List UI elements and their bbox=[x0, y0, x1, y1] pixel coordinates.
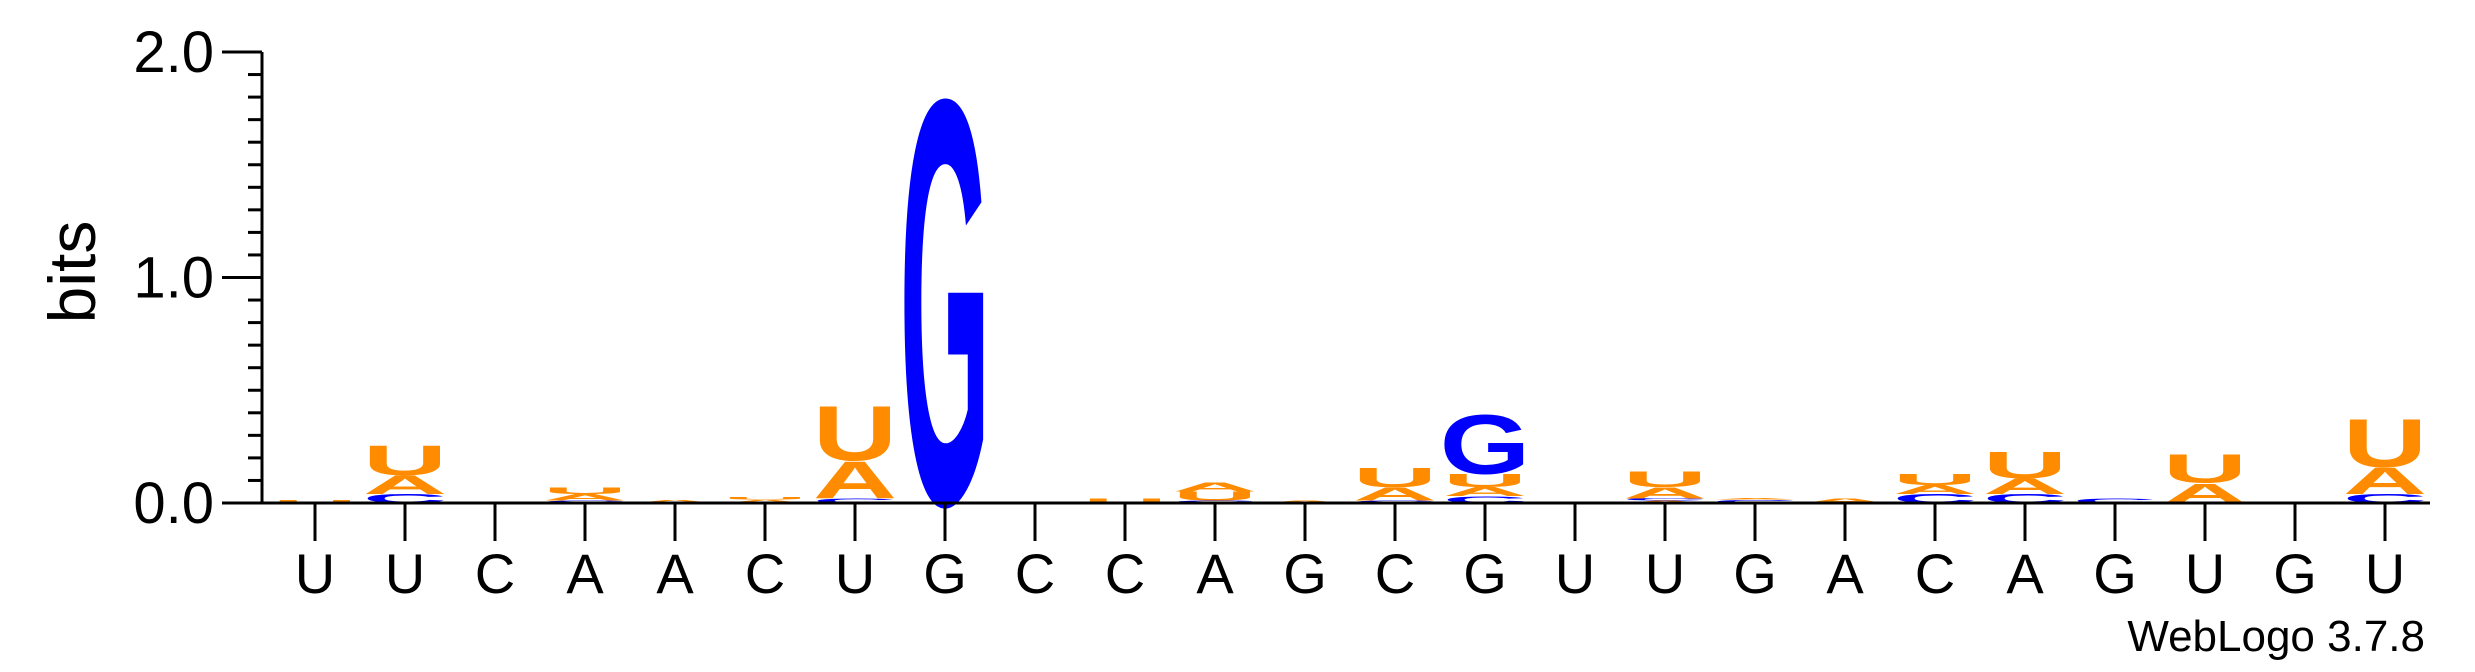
x-tick-label: C bbox=[1015, 542, 1055, 605]
letter-stack: U bbox=[1083, 497, 1167, 504]
logo-letter-c: C bbox=[2073, 497, 2157, 504]
logo-letter-c: C bbox=[1713, 499, 1797, 504]
logo-letter-a: A bbox=[1353, 484, 1437, 505]
letter-stack: CAU bbox=[1983, 445, 2067, 506]
x-tick-label: C bbox=[475, 542, 515, 605]
letter-stack: CAU bbox=[813, 390, 897, 510]
logo-letter-a: A bbox=[1623, 484, 1707, 501]
y-axis: 0.0 1.0 2.0 bbox=[133, 20, 264, 536]
logo-letter-u: U bbox=[1443, 470, 1527, 491]
x-tick-label: G bbox=[2273, 542, 2317, 605]
logo-letter-u: U bbox=[1983, 445, 2067, 487]
x-tick-label: C bbox=[1915, 542, 1955, 605]
logo-letter-c: C bbox=[813, 497, 897, 504]
logo-letter-a: A bbox=[2343, 461, 2427, 503]
letter-stack: A bbox=[1803, 497, 1887, 504]
logo-letter-u: U bbox=[723, 497, 807, 500]
x-tick-label: U bbox=[295, 542, 335, 605]
x-tick-label: G bbox=[2093, 542, 2137, 605]
letter-stack: C bbox=[2073, 497, 2157, 504]
logo-letter-a: A bbox=[723, 499, 807, 504]
logo-letter-u: U bbox=[2343, 405, 2427, 482]
y-tick-label: 2.0 bbox=[133, 20, 214, 85]
logo-letter-u: U bbox=[543, 485, 627, 496]
logo-letter-a: A bbox=[633, 499, 717, 504]
logo-letter-a: A bbox=[1893, 483, 1977, 497]
letter-stack: CAU bbox=[363, 437, 447, 506]
x-tick-label: A bbox=[566, 542, 604, 605]
x-tick-label: A bbox=[2006, 542, 2044, 605]
logo-letter-c: C bbox=[1443, 494, 1527, 505]
logo-letter-a: A bbox=[1173, 480, 1257, 494]
logo-letter-u: U bbox=[2163, 446, 2247, 492]
letter-stack: A bbox=[633, 499, 717, 504]
x-tick-label: G bbox=[1463, 542, 1507, 605]
letter-stack: CAU bbox=[543, 485, 627, 503]
x-tick-label: U bbox=[835, 542, 875, 605]
x-tick-label: U bbox=[1555, 542, 1595, 605]
letter-stack: CUA bbox=[1173, 480, 1257, 503]
x-tick-label: C bbox=[745, 542, 785, 605]
logo-letter-u: U bbox=[1623, 467, 1707, 492]
weblogo-version-label: WebLogo 3.7.8 bbox=[2127, 612, 2425, 661]
logo-letter-a: A bbox=[813, 451, 897, 510]
letter-stack: CAU bbox=[2343, 405, 2427, 506]
x-tick-label: A bbox=[1196, 542, 1234, 605]
x-tick-label: G bbox=[1733, 542, 1777, 605]
letter-stack: U bbox=[273, 499, 357, 504]
y-tick-label: 1.0 bbox=[133, 246, 214, 311]
x-tick-label: A bbox=[1826, 542, 1864, 605]
logo-letter-u: U bbox=[1893, 471, 1977, 488]
y-tick-label: 0.0 bbox=[133, 471, 214, 536]
y-axis-label: bits bbox=[35, 221, 109, 324]
logo-letter-a: A bbox=[363, 470, 447, 500]
logo-letter-u: U bbox=[1353, 462, 1437, 494]
letter-stacks: UCAUCAUAAUCAUGUCUAACAUCAUGACAUCAACAUCAUC… bbox=[273, 0, 2427, 626]
letter-stack: AU bbox=[2163, 446, 2247, 509]
logo-letter-a: A bbox=[1443, 485, 1527, 499]
logo-letter-u: U bbox=[273, 499, 357, 504]
x-tick-label: G bbox=[1283, 542, 1327, 605]
logo-letter-a: A bbox=[543, 492, 627, 503]
x-tick-label: A bbox=[656, 542, 694, 605]
letter-stack: CAU bbox=[1353, 462, 1437, 505]
logo-letter-g: G bbox=[1440, 397, 1531, 492]
logo-letter-u: U bbox=[813, 390, 897, 477]
logo-letter-c: C bbox=[1623, 498, 1707, 501]
logo-letter-u: U bbox=[363, 437, 447, 484]
x-tick-label: C bbox=[1375, 542, 1415, 605]
letter-stack: CA bbox=[1713, 498, 1797, 504]
logo-letter-a: A bbox=[1983, 474, 2067, 499]
x-tick-label: G bbox=[923, 542, 967, 605]
x-tick-label: U bbox=[1645, 542, 1685, 605]
letter-stack: AU bbox=[723, 497, 807, 504]
logo-letter-u: U bbox=[1173, 489, 1257, 503]
x-tick-label: U bbox=[2365, 542, 2405, 605]
x-tick-label: U bbox=[385, 542, 425, 605]
logo-letter-u: U bbox=[1083, 497, 1167, 504]
logo-letter-a: A bbox=[1713, 498, 1797, 500]
logo-letter-a: A bbox=[1803, 497, 1887, 504]
letter-stack: CAU bbox=[1893, 471, 1977, 506]
x-tick-label: C bbox=[1105, 542, 1145, 605]
x-tick-label: U bbox=[2185, 542, 2225, 605]
